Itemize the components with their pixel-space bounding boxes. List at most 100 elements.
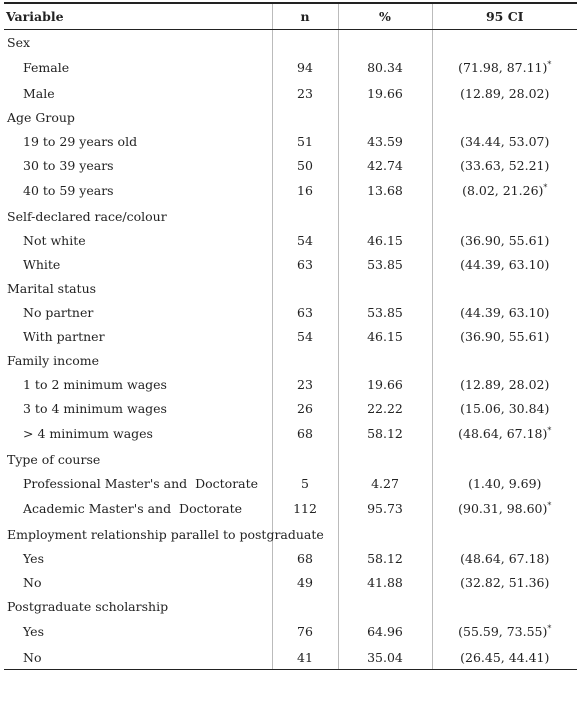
row-label: > 4 minimum wages	[4, 420, 273, 447]
empty-cell	[432, 105, 577, 129]
data-table: Variable n % 95 CI Sex Female 94 80.34 (71.9…	[4, 2, 577, 670]
row-label: Professional Master's and Doctorate	[4, 471, 273, 495]
ci-cell: (48.64, 67.18)	[432, 546, 577, 570]
data-row: Not white 54 46.15 (36.90, 55.61)	[4, 228, 577, 252]
data-row: 1 to 2 minimum wages 23 19.66 (12.89, 28.02…	[4, 372, 577, 396]
percent-cell: 46.15	[338, 228, 433, 252]
column-header: 95 CI	[432, 2, 577, 30]
ci-cell: (12.89, 28.02)	[432, 81, 577, 105]
n-cell: 23	[272, 372, 339, 396]
ci-cell: (44.39, 63.10)	[432, 252, 577, 276]
empty-cell	[338, 29, 433, 54]
data-row: No 49 41.88 (32.82, 51.36)	[4, 570, 577, 594]
empty-cell	[272, 276, 339, 300]
percent-cell: 58.12	[338, 546, 433, 570]
data-row: Yes 68 58.12 (48.64, 67.18)	[4, 546, 577, 570]
row-label: Yes	[4, 546, 273, 570]
percent-cell: 41.88	[338, 570, 433, 594]
row-label: 3 to 4 minimum wages	[4, 396, 273, 420]
empty-cell	[272, 447, 339, 471]
empty-cell	[338, 447, 433, 471]
group-label: Age Group	[4, 105, 273, 129]
group-label: Sex	[4, 29, 273, 54]
row-label: 19 to 29 years old	[4, 129, 273, 153]
ci-value: (44.39, 63.10)	[460, 304, 550, 320]
n-cell: 68	[272, 420, 339, 447]
n-cell: 63	[272, 300, 339, 324]
group-row: Age Group	[4, 105, 577, 129]
data-row: No partner 63 53.85 (44.39, 63.10)	[4, 300, 577, 324]
n-cell: 54	[272, 228, 339, 252]
data-row: 30 to 39 years 50 42.74 (33.63, 52.21)	[4, 153, 577, 177]
row-label: White	[4, 252, 273, 276]
ci-value: (34.44, 53.07)	[460, 133, 550, 149]
empty-cell	[272, 594, 339, 618]
row-label: Male	[4, 81, 273, 105]
group-label: Employment relationship parallel to post…	[4, 522, 324, 546]
n-cell: 41	[272, 645, 339, 670]
row-label: Yes	[4, 618, 273, 645]
ci-cell: (15.06, 30.84)	[432, 396, 577, 420]
empty-cell	[272, 348, 339, 372]
ci-cell: (1.40, 9.69)	[432, 471, 577, 495]
data-row: Male 23 19.66 (12.89, 28.02)	[4, 81, 577, 105]
empty-cell	[272, 29, 339, 54]
empty-cell	[432, 204, 577, 228]
empty-cell	[338, 522, 433, 546]
group-row: Postgraduate scholarship	[4, 594, 577, 618]
table-body: Sex Female 94 80.34 (71.98, 87.11)* Male 23 19.…	[4, 29, 577, 670]
ci-cell: (12.89, 28.02)	[432, 372, 577, 396]
n-cell: 94	[272, 54, 339, 81]
ci-value: (12.89, 28.02)	[460, 85, 550, 101]
data-row: Female 94 80.34 (71.98, 87.11)*	[4, 54, 577, 81]
empty-cell	[432, 594, 577, 618]
n-cell: 23	[272, 81, 339, 105]
row-label: 30 to 39 years	[4, 153, 273, 177]
empty-cell	[338, 594, 433, 618]
percent-cell: 35.04	[338, 645, 433, 670]
row-label: With partner	[4, 324, 273, 348]
data-row: > 4 minimum wages 68 58.12 (48.64, 67.18)*	[4, 420, 577, 447]
ci-note: *	[547, 623, 552, 633]
n-cell: 16	[272, 177, 339, 204]
n-cell: 51	[272, 129, 339, 153]
ci-value: (71.98, 87.11)	[458, 60, 548, 76]
percent-cell: 80.34	[338, 54, 433, 81]
percent-cell: 53.85	[338, 300, 433, 324]
column-header: Variable	[4, 2, 273, 30]
group-label: Postgraduate scholarship	[4, 594, 273, 618]
n-cell: 63	[272, 252, 339, 276]
ci-value: (48.64, 67.18)	[458, 426, 548, 442]
column-header: %	[338, 2, 433, 30]
n-cell: 50	[272, 153, 339, 177]
ci-value: (48.64, 67.18)	[460, 550, 550, 566]
empty-cell	[338, 105, 433, 129]
ci-cell: (71.98, 87.11)*	[432, 54, 577, 81]
n-cell: 76	[272, 618, 339, 645]
percent-cell: 43.59	[338, 129, 433, 153]
data-row: 19 to 29 years old 51 43.59 (34.44, 53.07)	[4, 129, 577, 153]
header-row: Variable n % 95 CI	[4, 2, 577, 30]
ci-value: (8.02, 21.26)	[462, 183, 544, 199]
ci-note: *	[547, 425, 552, 435]
group-row: Type of course	[4, 447, 577, 471]
percent-cell: 46.15	[338, 324, 433, 348]
ci-value: (15.06, 30.84)	[460, 400, 550, 416]
empty-cell	[432, 522, 577, 546]
data-row: Yes 76 64.96 (55.59, 73.55)*	[4, 618, 577, 645]
empty-cell	[338, 276, 433, 300]
ci-cell: (44.39, 63.10)	[432, 300, 577, 324]
empty-cell	[432, 447, 577, 471]
table-header: Variable n % 95 CI	[4, 2, 577, 30]
ci-value: (44.39, 63.10)	[460, 256, 550, 272]
row-label: Academic Master's and Doctorate	[4, 495, 273, 522]
empty-cell	[272, 105, 339, 129]
empty-cell	[432, 348, 577, 372]
data-row: 3 to 4 minimum wages 26 22.22 (15.06, 30.84…	[4, 396, 577, 420]
row-label: 40 to 59 years	[4, 177, 273, 204]
empty-cell	[432, 30, 577, 55]
percent-cell: 42.74	[338, 153, 433, 177]
ci-cell: (36.90, 55.61)	[432, 228, 577, 252]
percent-cell: 64.96	[338, 618, 433, 645]
